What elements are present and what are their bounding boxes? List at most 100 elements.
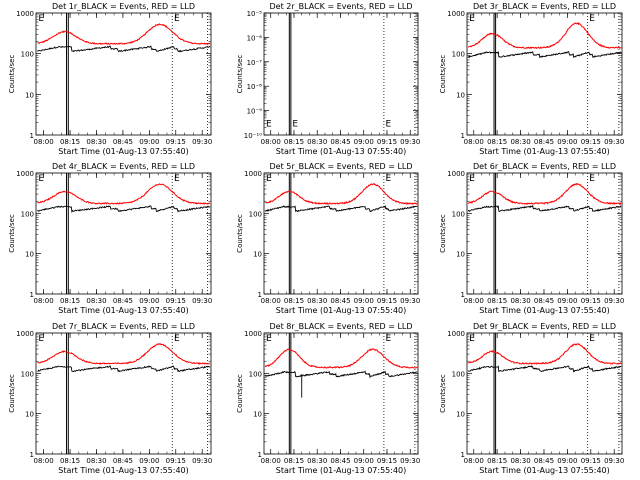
y-tick-label: 1000 bbox=[244, 330, 262, 338]
x-tick-label: 09:00 bbox=[354, 457, 374, 465]
y-tick-label: 10⁻⁷ bbox=[247, 59, 263, 67]
x-tick-label: 09:15 bbox=[377, 138, 397, 146]
x-tick-label: 09:30 bbox=[400, 457, 420, 465]
y-tick-label: 100 bbox=[452, 51, 465, 59]
x-tick-label: 09:30 bbox=[192, 297, 212, 305]
y-tick-label: 100 bbox=[452, 210, 465, 218]
e-marker-label: E bbox=[469, 174, 475, 184]
x-axis-label: Start Time (01-Aug-13 07:55:40) bbox=[276, 306, 407, 315]
x-tick-label: 08:00 bbox=[261, 457, 281, 465]
lld-series-line bbox=[467, 21, 622, 50]
x-tick-label: 08:30 bbox=[307, 297, 327, 305]
y-tick-label: 1 bbox=[258, 291, 262, 299]
axes-frame bbox=[35, 332, 212, 455]
e-marker-label: E bbox=[385, 174, 391, 184]
chart-panel-2: Det 2r_BLACK = Events, RED = LLD 10⁻¹⁰ 10⁻… bbox=[236, 2, 420, 156]
y-tick-label: 100 bbox=[21, 370, 34, 378]
e-marker-label: E bbox=[292, 120, 298, 130]
y-tick-label: 1000 bbox=[16, 170, 34, 178]
x-tick-label: 09:15 bbox=[166, 138, 186, 146]
x-tick-label: 09:00 bbox=[354, 297, 374, 305]
x-axis-label: Start Time (01-Aug-13 07:55:40) bbox=[58, 306, 189, 315]
y-tick-label: 10 bbox=[253, 251, 262, 259]
events-series-line bbox=[467, 204, 622, 213]
y-tick-label: 1000 bbox=[244, 170, 262, 178]
chart-title: Det 9r_BLACK = Events, RED = LLD bbox=[473, 322, 616, 331]
events-series-line bbox=[467, 365, 622, 373]
x-axis-label: Start Time (01-Aug-13 07:55:40) bbox=[58, 466, 189, 475]
axes-frame bbox=[263, 12, 419, 136]
y-axis-label: Counts/sec bbox=[8, 55, 16, 94]
chart-title: Det 8r_BLACK = Events, RED = LLD bbox=[269, 322, 412, 331]
axes-frame bbox=[35, 12, 212, 136]
axes-frame bbox=[35, 172, 212, 295]
e-marker-label: E bbox=[266, 334, 272, 344]
x-tick-label: 09:00 bbox=[557, 297, 577, 305]
e-marker-label: E bbox=[589, 174, 595, 184]
x-tick-label: 08:00 bbox=[261, 297, 281, 305]
y-tick-label: 10⁻⁹ bbox=[247, 108, 263, 116]
x-tick-label: 09:00 bbox=[139, 138, 159, 146]
y-axis-label: Counts/sec bbox=[439, 214, 447, 253]
chart-panel-6: Det 6r_BLACK = Events, RED = LLD 1 10 100 10… bbox=[439, 162, 624, 315]
x-tick-label: 08:00 bbox=[261, 138, 281, 146]
x-axis-label: Start Time (01-Aug-13 07:55:40) bbox=[276, 147, 407, 156]
x-tick-label: 08:45 bbox=[534, 138, 554, 146]
x-tick-label: 08:15 bbox=[487, 138, 507, 146]
events-series-line bbox=[264, 204, 418, 213]
x-tick-label: 09:15 bbox=[166, 457, 186, 465]
e-marker-label: E bbox=[385, 120, 391, 130]
axes-frame bbox=[466, 172, 623, 295]
lld-series-line bbox=[37, 23, 211, 46]
y-tick-label: 1 bbox=[30, 291, 34, 299]
x-tick-label: 08:45 bbox=[534, 457, 554, 465]
chart-title: Det 1r_BLACK = Events, RED = LLD bbox=[52, 2, 195, 11]
chart-title: Det 3r_BLACK = Events, RED = LLD bbox=[473, 2, 616, 11]
x-tick-label: 08:30 bbox=[510, 457, 530, 465]
x-axis-label: Start Time (01-Aug-13 07:55:40) bbox=[479, 147, 610, 156]
y-tick-label: 1 bbox=[30, 132, 34, 140]
x-tick-label: 08:45 bbox=[113, 457, 133, 465]
x-tick-label: 09:30 bbox=[192, 457, 212, 465]
e-marker-label: E bbox=[589, 14, 595, 24]
y-axis-label: Counts/sec bbox=[439, 55, 447, 94]
y-tick-label: 10⁻⁶ bbox=[247, 34, 263, 42]
axes-frame bbox=[466, 12, 623, 136]
y-tick-label: 100 bbox=[249, 370, 262, 378]
x-tick-label: 08:15 bbox=[60, 138, 80, 146]
x-tick-label: 08:30 bbox=[307, 138, 327, 146]
y-axis-label: Counts/sec bbox=[236, 55, 244, 94]
y-tick-label: 1000 bbox=[16, 330, 34, 338]
y-axis-label: Counts/sec bbox=[236, 374, 244, 413]
e-marker-label: E bbox=[589, 334, 595, 344]
chart-panel-9: Det 9r_BLACK = Events, RED = LLD 1 10 100 10… bbox=[439, 322, 624, 475]
lld-series-line bbox=[37, 183, 211, 205]
y-tick-label: 10 bbox=[456, 411, 465, 419]
events-series-line bbox=[37, 45, 211, 53]
chart-title: Det 6r_BLACK = Events, RED = LLD bbox=[473, 162, 616, 171]
y-tick-label: 10 bbox=[25, 411, 34, 419]
x-tick-label: 08:15 bbox=[487, 297, 507, 305]
x-tick-label: 08:15 bbox=[60, 297, 80, 305]
x-tick-label: 08:45 bbox=[330, 297, 350, 305]
e-marker-label: E bbox=[38, 14, 44, 24]
events-series-line bbox=[264, 370, 418, 379]
e-marker-label: E bbox=[174, 14, 180, 24]
lld-series-line bbox=[467, 343, 622, 365]
x-tick-label: 09:30 bbox=[400, 297, 420, 305]
lld-series-line bbox=[264, 182, 418, 205]
x-tick-label: 08:30 bbox=[86, 138, 106, 146]
chart-panel-4: Det 4r_BLACK = Events, RED = LLD 1 10 100 10… bbox=[8, 162, 212, 315]
y-tick-label: 1 bbox=[461, 291, 465, 299]
x-axis-label: Start Time (01-Aug-13 07:55:40) bbox=[479, 466, 610, 475]
x-tick-label: 08:45 bbox=[113, 138, 133, 146]
e-marker-label: E bbox=[38, 174, 44, 184]
x-tick-label: 09:15 bbox=[581, 297, 601, 305]
x-tick-label: 09:15 bbox=[166, 297, 186, 305]
x-tick-label: 09:30 bbox=[192, 138, 212, 146]
lld-series-line bbox=[264, 348, 418, 369]
y-tick-label: 10 bbox=[456, 251, 465, 259]
x-tick-label: 09:00 bbox=[139, 457, 159, 465]
x-tick-label: 09:30 bbox=[400, 138, 420, 146]
